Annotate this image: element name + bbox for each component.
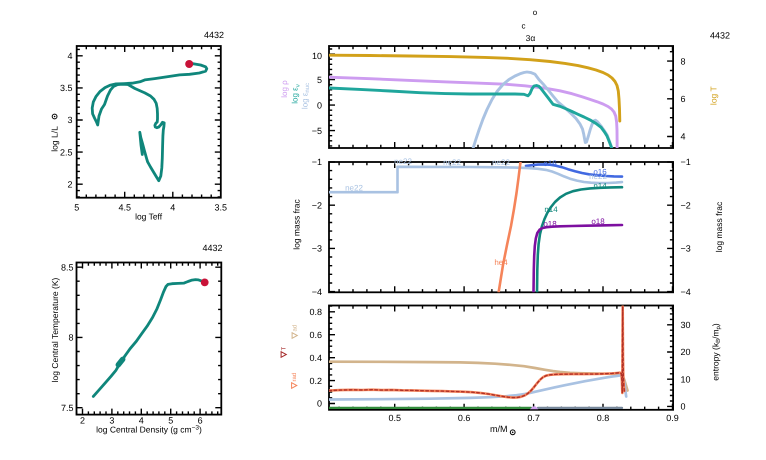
svg-text:5: 5 xyxy=(317,75,322,85)
svg-text:0.9: 0.9 xyxy=(666,413,679,423)
svg-text:n14: n14 xyxy=(544,205,558,214)
svg-text:o16: o16 xyxy=(543,159,557,168)
svg-text:0: 0 xyxy=(681,402,686,412)
svg-text:5: 5 xyxy=(74,203,79,213)
svg-text:log εnuc: log εnuc xyxy=(300,83,311,109)
svg-text:4432: 4432 xyxy=(710,31,730,41)
svg-text:6: 6 xyxy=(681,94,686,104)
svg-text:3.5: 3.5 xyxy=(60,83,73,93)
svg-text:30: 30 xyxy=(681,320,691,330)
svg-text:log T: log T xyxy=(709,86,719,105)
svg-text:4: 4 xyxy=(681,132,686,142)
svg-text:0: 0 xyxy=(317,399,322,409)
svg-text:n14: n14 xyxy=(593,182,607,191)
svg-text:ne22: ne22 xyxy=(345,183,363,192)
svg-text:entropy (kB/mp): entropy (kB/mp) xyxy=(710,323,722,381)
svg-text:log L/L: log L/L xyxy=(49,126,59,152)
svg-text:log mass frac: log mass frac xyxy=(714,201,724,252)
svg-text:0.8: 0.8 xyxy=(309,307,322,317)
svg-text:log εν: log εν xyxy=(291,84,302,103)
svg-text:−4: −4 xyxy=(681,287,691,297)
svg-text:8: 8 xyxy=(68,333,73,343)
svg-text:−3: −3 xyxy=(312,244,322,254)
svg-text:4432: 4432 xyxy=(202,243,222,253)
svg-text:−2: −2 xyxy=(681,200,691,210)
svg-text:log mass frac: log mass frac xyxy=(292,198,302,249)
svg-text:0.7: 0.7 xyxy=(527,413,540,423)
svg-text:2: 2 xyxy=(67,179,72,189)
svg-text:ad: ad xyxy=(292,325,299,332)
svg-text:log Central Density (g cm−3): log Central Density (g cm−3) xyxy=(96,424,202,434)
svg-text:4: 4 xyxy=(139,415,144,425)
svg-text:−3: −3 xyxy=(681,244,691,254)
svg-text:−4: −4 xyxy=(312,287,322,297)
svg-text:rad: rad xyxy=(291,373,298,382)
svg-text:−1: −1 xyxy=(312,157,322,167)
svg-text:0.4: 0.4 xyxy=(309,353,322,363)
svg-text:o18: o18 xyxy=(543,220,557,229)
svg-text:2: 2 xyxy=(80,415,85,425)
svg-text:ne22: ne22 xyxy=(589,172,607,181)
svg-text:ne22: ne22 xyxy=(394,157,412,166)
svg-text:m/M: m/M xyxy=(490,424,508,434)
svg-text:0.2: 0.2 xyxy=(309,376,322,386)
svg-text:he4: he4 xyxy=(494,258,508,267)
svg-text:4: 4 xyxy=(170,203,175,213)
svg-text:ne22: ne22 xyxy=(492,158,510,167)
svg-text:−5: −5 xyxy=(312,126,322,136)
svg-text:log Central Temperature (K): log Central Temperature (K) xyxy=(50,277,60,382)
svg-text:T: T xyxy=(281,347,288,351)
svg-text:ne22: ne22 xyxy=(443,158,461,167)
svg-text:−1: −1 xyxy=(681,157,691,167)
svg-text:4432: 4432 xyxy=(204,30,224,40)
svg-text:0.5: 0.5 xyxy=(388,413,401,423)
svg-text:log ρ: log ρ xyxy=(280,80,289,98)
svg-text:log Teff: log Teff xyxy=(135,212,163,222)
svg-text:c: c xyxy=(522,22,526,31)
svg-text:o16: o16 xyxy=(593,167,607,176)
svg-text:5: 5 xyxy=(168,415,173,425)
svg-text:10: 10 xyxy=(681,374,691,384)
svg-text:8: 8 xyxy=(681,56,686,66)
svg-text:3α: 3α xyxy=(526,33,536,43)
svg-text:0.6: 0.6 xyxy=(309,330,322,340)
svg-text:20: 20 xyxy=(681,347,691,357)
svg-text:10: 10 xyxy=(312,51,322,61)
svg-text:2.5: 2.5 xyxy=(60,147,73,157)
svg-text:−2: −2 xyxy=(312,200,322,210)
svg-text:8.5: 8.5 xyxy=(61,262,74,272)
svg-text:o: o xyxy=(533,8,538,17)
svg-text:3: 3 xyxy=(67,115,72,125)
svg-text:7.5: 7.5 xyxy=(61,403,74,413)
svg-text:4: 4 xyxy=(67,51,72,61)
svg-text:3: 3 xyxy=(109,415,114,425)
svg-text:4.5: 4.5 xyxy=(118,203,131,213)
svg-text:6: 6 xyxy=(198,415,203,425)
svg-text:o18: o18 xyxy=(591,217,605,226)
svg-text:0: 0 xyxy=(317,100,322,110)
svg-text:0.6: 0.6 xyxy=(458,413,471,423)
svg-text:0.8: 0.8 xyxy=(597,413,610,423)
svg-text:3.5: 3.5 xyxy=(215,203,228,213)
